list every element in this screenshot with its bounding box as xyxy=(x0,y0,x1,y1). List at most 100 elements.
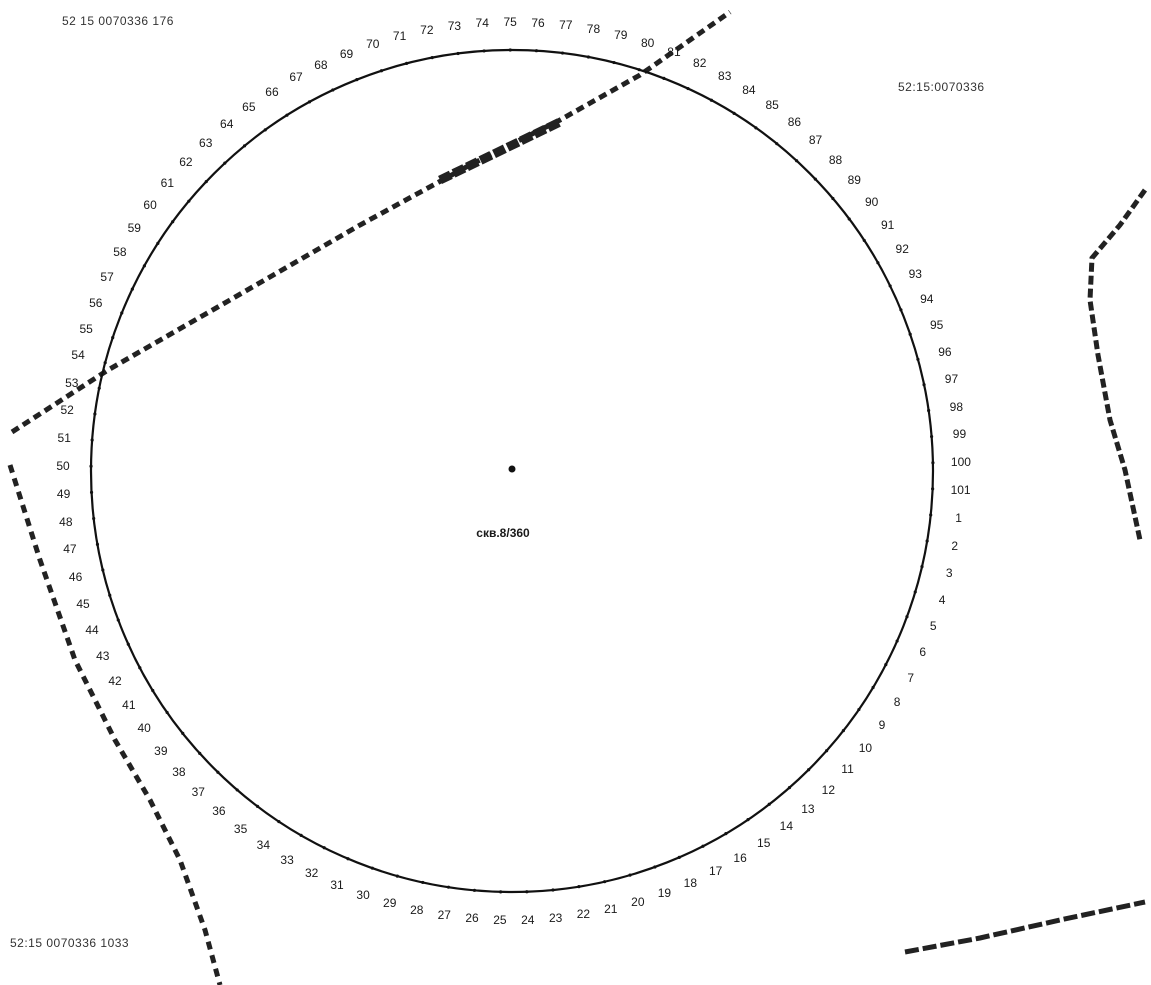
vertex-label: 86 xyxy=(787,114,802,129)
vertex-label: 66 xyxy=(265,84,279,99)
vertex-point xyxy=(628,873,632,877)
vertex-point xyxy=(724,832,728,836)
vertex-point xyxy=(813,177,817,181)
vertex-point xyxy=(862,238,866,243)
parcel-label-top-right: 52:15:0070336 xyxy=(898,80,985,94)
vertex-point xyxy=(754,126,758,130)
vertex-label: 63 xyxy=(199,135,213,150)
vertex-label: 81 xyxy=(667,45,681,60)
vertex-label: 92 xyxy=(895,241,909,256)
vertex-label: 77 xyxy=(559,18,573,33)
vertex-point xyxy=(508,48,512,52)
vertex-label: 33 xyxy=(280,852,294,867)
vertex-label: 100 xyxy=(950,455,971,470)
vertex-point xyxy=(198,751,202,755)
vertex-point xyxy=(746,818,750,822)
boundary-line-right xyxy=(1087,188,1148,541)
vertex-label: 40 xyxy=(137,721,151,736)
vertex-point xyxy=(825,749,829,753)
vertex-label: 93 xyxy=(908,266,922,281)
vertex-point xyxy=(446,885,451,889)
vertex-label: 10 xyxy=(858,740,873,755)
vertex-point xyxy=(322,846,326,850)
vertex-label: 20 xyxy=(631,895,645,909)
vertex-point xyxy=(807,768,811,772)
vertex-label: 18 xyxy=(683,876,698,891)
vertex-point xyxy=(884,663,888,667)
vertex-label: 30 xyxy=(356,887,370,902)
vertex-label: 50 xyxy=(56,458,70,473)
vertex-point xyxy=(142,264,146,268)
vertex-point xyxy=(171,220,175,224)
vertex-label: 5 xyxy=(929,619,937,634)
vertex-label: 68 xyxy=(314,57,328,72)
vertex-point xyxy=(927,408,931,413)
vertex-point xyxy=(831,196,835,201)
vertex-point xyxy=(888,284,892,288)
vertex-point xyxy=(899,308,903,312)
vertex-label: 36 xyxy=(212,804,226,819)
well-point xyxy=(508,465,516,473)
vertex-point xyxy=(603,880,607,884)
vertex-point xyxy=(379,69,384,73)
vertex-point xyxy=(482,49,486,53)
vertex-point xyxy=(916,357,920,361)
vertex-point xyxy=(285,113,289,117)
vertex-label: 54 xyxy=(71,348,85,363)
vertex-label: 26 xyxy=(465,911,479,926)
vertex-label: 80 xyxy=(640,35,655,50)
vertex-label: 78 xyxy=(586,22,601,37)
vertex-label: 72 xyxy=(420,23,434,38)
vertex-point xyxy=(346,857,350,861)
vertex-point xyxy=(931,461,935,465)
vertex-point xyxy=(92,516,96,521)
vertex-label: 39 xyxy=(154,743,168,758)
vertex-label: 51 xyxy=(57,430,71,445)
vertex-point xyxy=(156,241,160,245)
vertex-label: 34 xyxy=(256,837,271,852)
vertex-point xyxy=(612,60,616,65)
vertex-point xyxy=(165,710,169,715)
vertex-label: 48 xyxy=(59,514,73,529)
vertex-label: 8 xyxy=(893,694,901,709)
parcel-label-top-left: 52 15 0070336 176 xyxy=(62,14,174,28)
vertex-label: 95 xyxy=(929,318,944,333)
vertex-point xyxy=(653,865,657,869)
vertex-point xyxy=(89,490,94,494)
vertex-point xyxy=(101,568,105,572)
vertex-label: 49 xyxy=(56,486,71,501)
vertex-label: 15 xyxy=(757,835,771,850)
vertex-point xyxy=(925,539,929,543)
vertex-label: 59 xyxy=(127,221,141,236)
vertex-point xyxy=(686,86,690,91)
vertex-label: 1 xyxy=(955,510,962,525)
vertex-point xyxy=(929,513,933,517)
vertex-label: 61 xyxy=(160,176,175,191)
vertex-label: 17 xyxy=(708,864,723,879)
vertex-point xyxy=(111,335,115,340)
vertex-point xyxy=(90,438,94,442)
vertex-point xyxy=(89,464,93,468)
vertex-label: 67 xyxy=(289,70,303,85)
vertex-label: 35 xyxy=(233,821,248,836)
vertex-point xyxy=(787,786,792,790)
vertex-label: 32 xyxy=(305,865,319,880)
vertex-label: 41 xyxy=(122,698,136,713)
vertex-point xyxy=(913,590,917,594)
vertex-point xyxy=(929,434,934,439)
vertex-label: 64 xyxy=(220,117,234,132)
vertex-label: 65 xyxy=(242,100,256,115)
vertex-label: 52 xyxy=(60,403,74,418)
vertex-point xyxy=(263,128,267,132)
vertex-label: 82 xyxy=(693,56,707,71)
vertex-label: 31 xyxy=(330,877,344,892)
vertex-point xyxy=(395,874,399,878)
vertex-label: 12 xyxy=(821,782,836,797)
vertex-label: 90 xyxy=(864,195,879,210)
vertex-point xyxy=(905,615,909,619)
vertex-label: 2 xyxy=(951,538,959,553)
vertex-point xyxy=(767,802,771,806)
vertex-label: 43 xyxy=(96,648,110,663)
